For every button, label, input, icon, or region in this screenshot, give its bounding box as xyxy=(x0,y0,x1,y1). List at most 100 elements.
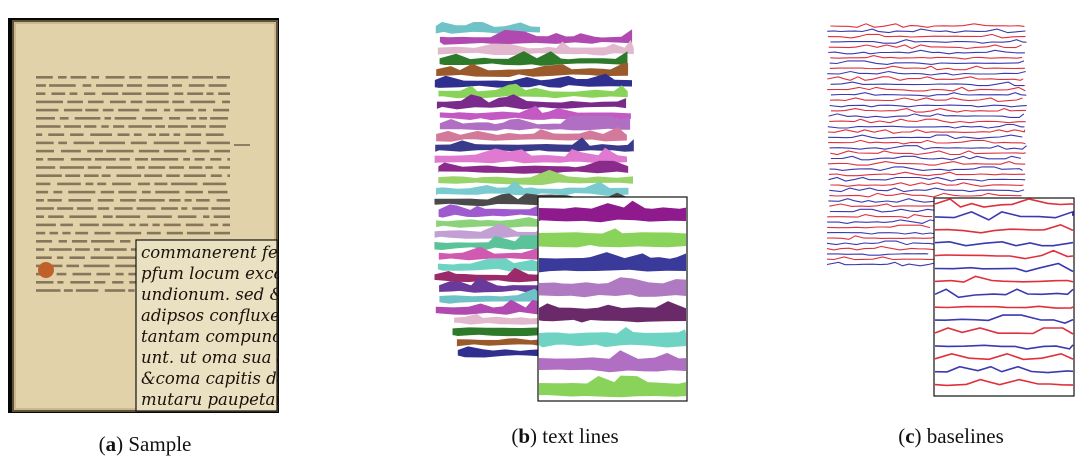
baseline xyxy=(827,28,1026,34)
handwriting-stroke xyxy=(205,133,224,136)
handwriting-stroke xyxy=(36,215,44,218)
handwriting-stroke xyxy=(130,141,147,145)
handwriting-stroke xyxy=(194,158,205,161)
handwriting-stroke xyxy=(75,231,89,235)
handwriting-stroke xyxy=(96,272,111,276)
handwriting-stroke xyxy=(36,117,55,120)
handwriting-stroke xyxy=(138,149,160,153)
handwriting-stroke xyxy=(99,141,126,145)
handwriting-stroke xyxy=(96,84,124,87)
initial-letter xyxy=(38,262,54,278)
handwriting-stroke xyxy=(189,166,203,169)
text-line-mask xyxy=(438,160,629,174)
handwriting-stroke xyxy=(60,223,73,227)
handwriting-stroke xyxy=(85,182,94,186)
baseline xyxy=(829,187,1025,193)
handwriting-stroke xyxy=(36,174,62,177)
handwriting-stroke xyxy=(210,223,219,227)
panel-text-lines xyxy=(430,22,690,404)
handwriting-stroke xyxy=(84,174,99,177)
zoom-baseline xyxy=(934,288,1074,299)
handwriting-stroke xyxy=(115,231,142,235)
handwriting-stroke xyxy=(167,125,188,128)
handwriting-stroke xyxy=(59,117,69,120)
zoom-text-line-mask xyxy=(539,252,686,273)
baseline xyxy=(827,253,929,256)
handwriting-stroke xyxy=(218,166,230,169)
zoom-baseline xyxy=(934,344,1074,350)
baseline xyxy=(829,192,1022,198)
handwriting-stroke xyxy=(181,207,188,210)
handwriting-stroke xyxy=(155,125,165,128)
handwriting-stroke xyxy=(115,264,136,268)
handwriting-stroke xyxy=(60,149,81,153)
handwriting-stroke xyxy=(93,248,100,251)
handwriting-stroke xyxy=(56,256,64,259)
handwriting-stroke xyxy=(192,207,209,210)
handwriting-stroke xyxy=(155,190,180,194)
handwriting-stroke xyxy=(105,76,125,79)
handwriting-stroke xyxy=(173,133,181,136)
handwriting-stroke xyxy=(183,158,190,161)
handwriting-stroke xyxy=(36,166,56,169)
handwriting-stroke xyxy=(185,133,202,136)
handwriting-stroke xyxy=(148,166,166,169)
handwriting-stroke xyxy=(206,92,214,95)
handwriting-stroke xyxy=(183,174,206,177)
zoom-text-line: &coma capitis de xyxy=(141,369,279,388)
handwriting-stroke xyxy=(208,84,227,87)
handwriting-stroke xyxy=(70,281,91,284)
handwriting-stroke xyxy=(87,166,102,169)
handwriting-stroke xyxy=(36,108,59,112)
zoom-baseline xyxy=(934,240,1074,247)
handwriting-stroke xyxy=(36,199,44,202)
handwriting-stroke xyxy=(58,76,67,79)
handwriting-stroke xyxy=(63,289,73,292)
zoom-text-line: adipsos confluxeru xyxy=(141,306,279,325)
baseline xyxy=(829,208,940,213)
handwriting-stroke xyxy=(191,125,206,128)
handwriting-stroke xyxy=(186,117,197,120)
handwriting-stroke xyxy=(36,84,46,87)
handwriting-stroke xyxy=(59,166,85,169)
handwriting-stroke xyxy=(85,108,99,112)
handwriting-stroke xyxy=(83,264,110,268)
zoom-baseline xyxy=(934,314,1074,324)
zoom-text-line: commanerent fece xyxy=(141,243,279,262)
handwriting-stroke xyxy=(137,182,150,186)
zoom-text-line-mask xyxy=(539,375,686,398)
handwriting-stroke xyxy=(135,158,148,161)
handwriting-stroke xyxy=(57,281,64,284)
handwriting-stroke xyxy=(94,231,111,235)
handwriting-stroke xyxy=(79,223,99,227)
handwriting-stroke xyxy=(113,125,125,128)
handwriting-stroke xyxy=(104,117,112,120)
handwriting-stroke xyxy=(47,199,62,202)
handwriting-stroke xyxy=(36,256,52,259)
manuscript-zoom-inset: commanerent fece pfum locum excolen undion… xyxy=(141,243,279,409)
handwriting-stroke xyxy=(129,223,136,227)
manuscript-text-lines xyxy=(36,76,250,292)
handwriting-stroke xyxy=(116,256,136,259)
zoom-text-line: mutaru paupetat xyxy=(141,390,279,409)
handwriting-stroke xyxy=(105,166,132,169)
handwriting-stroke xyxy=(146,100,169,104)
handwriting-stroke xyxy=(97,207,110,210)
handwriting-stroke xyxy=(69,92,78,95)
handwriting-stroke xyxy=(172,84,182,87)
handwriting-stroke xyxy=(126,84,143,87)
handwriting-stroke xyxy=(70,76,87,79)
baseline xyxy=(828,49,1025,55)
baseline xyxy=(829,166,1023,171)
baseline xyxy=(830,150,1026,156)
zoom-text-line: unt. ut oma sua ad xyxy=(141,348,279,367)
zoom-text-line-mask xyxy=(539,228,686,248)
handwriting-stroke xyxy=(48,133,65,136)
handwriting-stroke xyxy=(91,240,115,243)
handwriting-stroke xyxy=(90,256,114,259)
text-line-mask xyxy=(457,346,544,358)
zoom-text-line-mask xyxy=(539,301,686,323)
text-line-mask xyxy=(434,147,628,164)
handwriting-stroke xyxy=(36,158,44,161)
baseline xyxy=(826,261,942,267)
